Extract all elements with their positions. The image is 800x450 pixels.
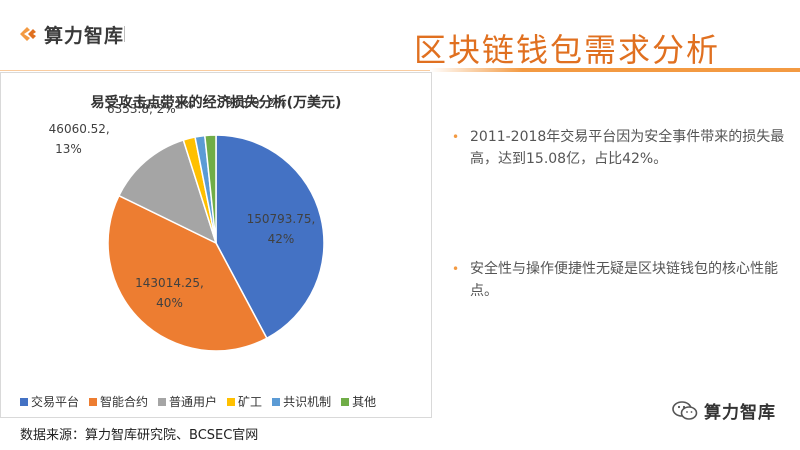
legend-swatch xyxy=(89,397,98,406)
legend-swatch xyxy=(20,397,28,406)
legend-item: 交易平台 xyxy=(20,393,79,410)
legend-swatch xyxy=(158,397,167,406)
brand-name: 算力智库 xyxy=(44,24,125,47)
legend-label: 智能合约 xyxy=(100,395,149,409)
wechat-watermark: 算力智库 xyxy=(672,398,776,423)
percent-label-2: 40% xyxy=(156,296,183,310)
data-label-4: 6353.8, 2% xyxy=(107,102,176,116)
legend-item: 智能合约 xyxy=(89,393,148,410)
bullet-item: 安全性与操作便捷性无疑是区块链钱包的核心性能点。 xyxy=(452,258,792,302)
legend-item: 其他 xyxy=(341,393,376,410)
page-title: 区块链钱包需求分析 xyxy=(413,31,720,69)
pie-slice-6 xyxy=(203,134,217,244)
chart-legend: 交易平台 智能合约 普通用户 矿工 共识机制 其他 xyxy=(20,393,376,410)
data-label-5: 5205, 1% xyxy=(137,97,194,111)
data-label-3: 46060.52, xyxy=(49,122,110,136)
pie-slice-2 xyxy=(107,194,268,352)
legend-item: 普通用户 xyxy=(158,393,217,410)
legend-item: 矿工 xyxy=(227,393,262,410)
legend-label: 其他 xyxy=(352,395,377,409)
data-label-6: 5906.9, 2% xyxy=(218,96,287,110)
chart-title: 易受攻击点带来的经济损失分析(万美元) xyxy=(90,95,342,111)
legend-label: 共识机制 xyxy=(283,395,332,409)
legend-swatch xyxy=(341,397,350,406)
legend-swatch xyxy=(227,397,236,406)
legend-label: 矿工 xyxy=(238,395,263,409)
percent-label-1: 42% xyxy=(268,232,295,246)
legend-swatch xyxy=(272,397,281,406)
logo-mark-icon xyxy=(20,27,36,41)
pie-slice-1 xyxy=(215,134,325,340)
pie-slice-3 xyxy=(117,139,218,245)
title-accent-bar xyxy=(430,68,800,72)
data-label-1: 150793.75, xyxy=(247,212,316,226)
bullet-item: 2011-2018年交易平台因为安全事件带来的损失最高，达到15.08亿，占比4… xyxy=(452,126,792,170)
legend-label: 普通用户 xyxy=(169,395,218,409)
watermark-text: 算力智库 xyxy=(704,403,776,423)
legend-item: 共识机制 xyxy=(272,393,331,410)
data-label-2: 143014.25, xyxy=(135,276,204,290)
header-underline xyxy=(0,70,430,71)
legend-label: 交易平台 xyxy=(31,395,80,409)
pie-chart: 150793.75, 42% 143014.25, 40% 46060.52, 13% 63… xyxy=(49,96,325,352)
percent-label-3: 13% xyxy=(55,142,82,156)
header-separator xyxy=(124,26,125,42)
wechat-icon xyxy=(672,400,698,420)
data-source: 数据来源：算力智库研究院、BCSEC官网 xyxy=(20,428,259,443)
brand-logo: 算力智库 xyxy=(18,16,124,52)
